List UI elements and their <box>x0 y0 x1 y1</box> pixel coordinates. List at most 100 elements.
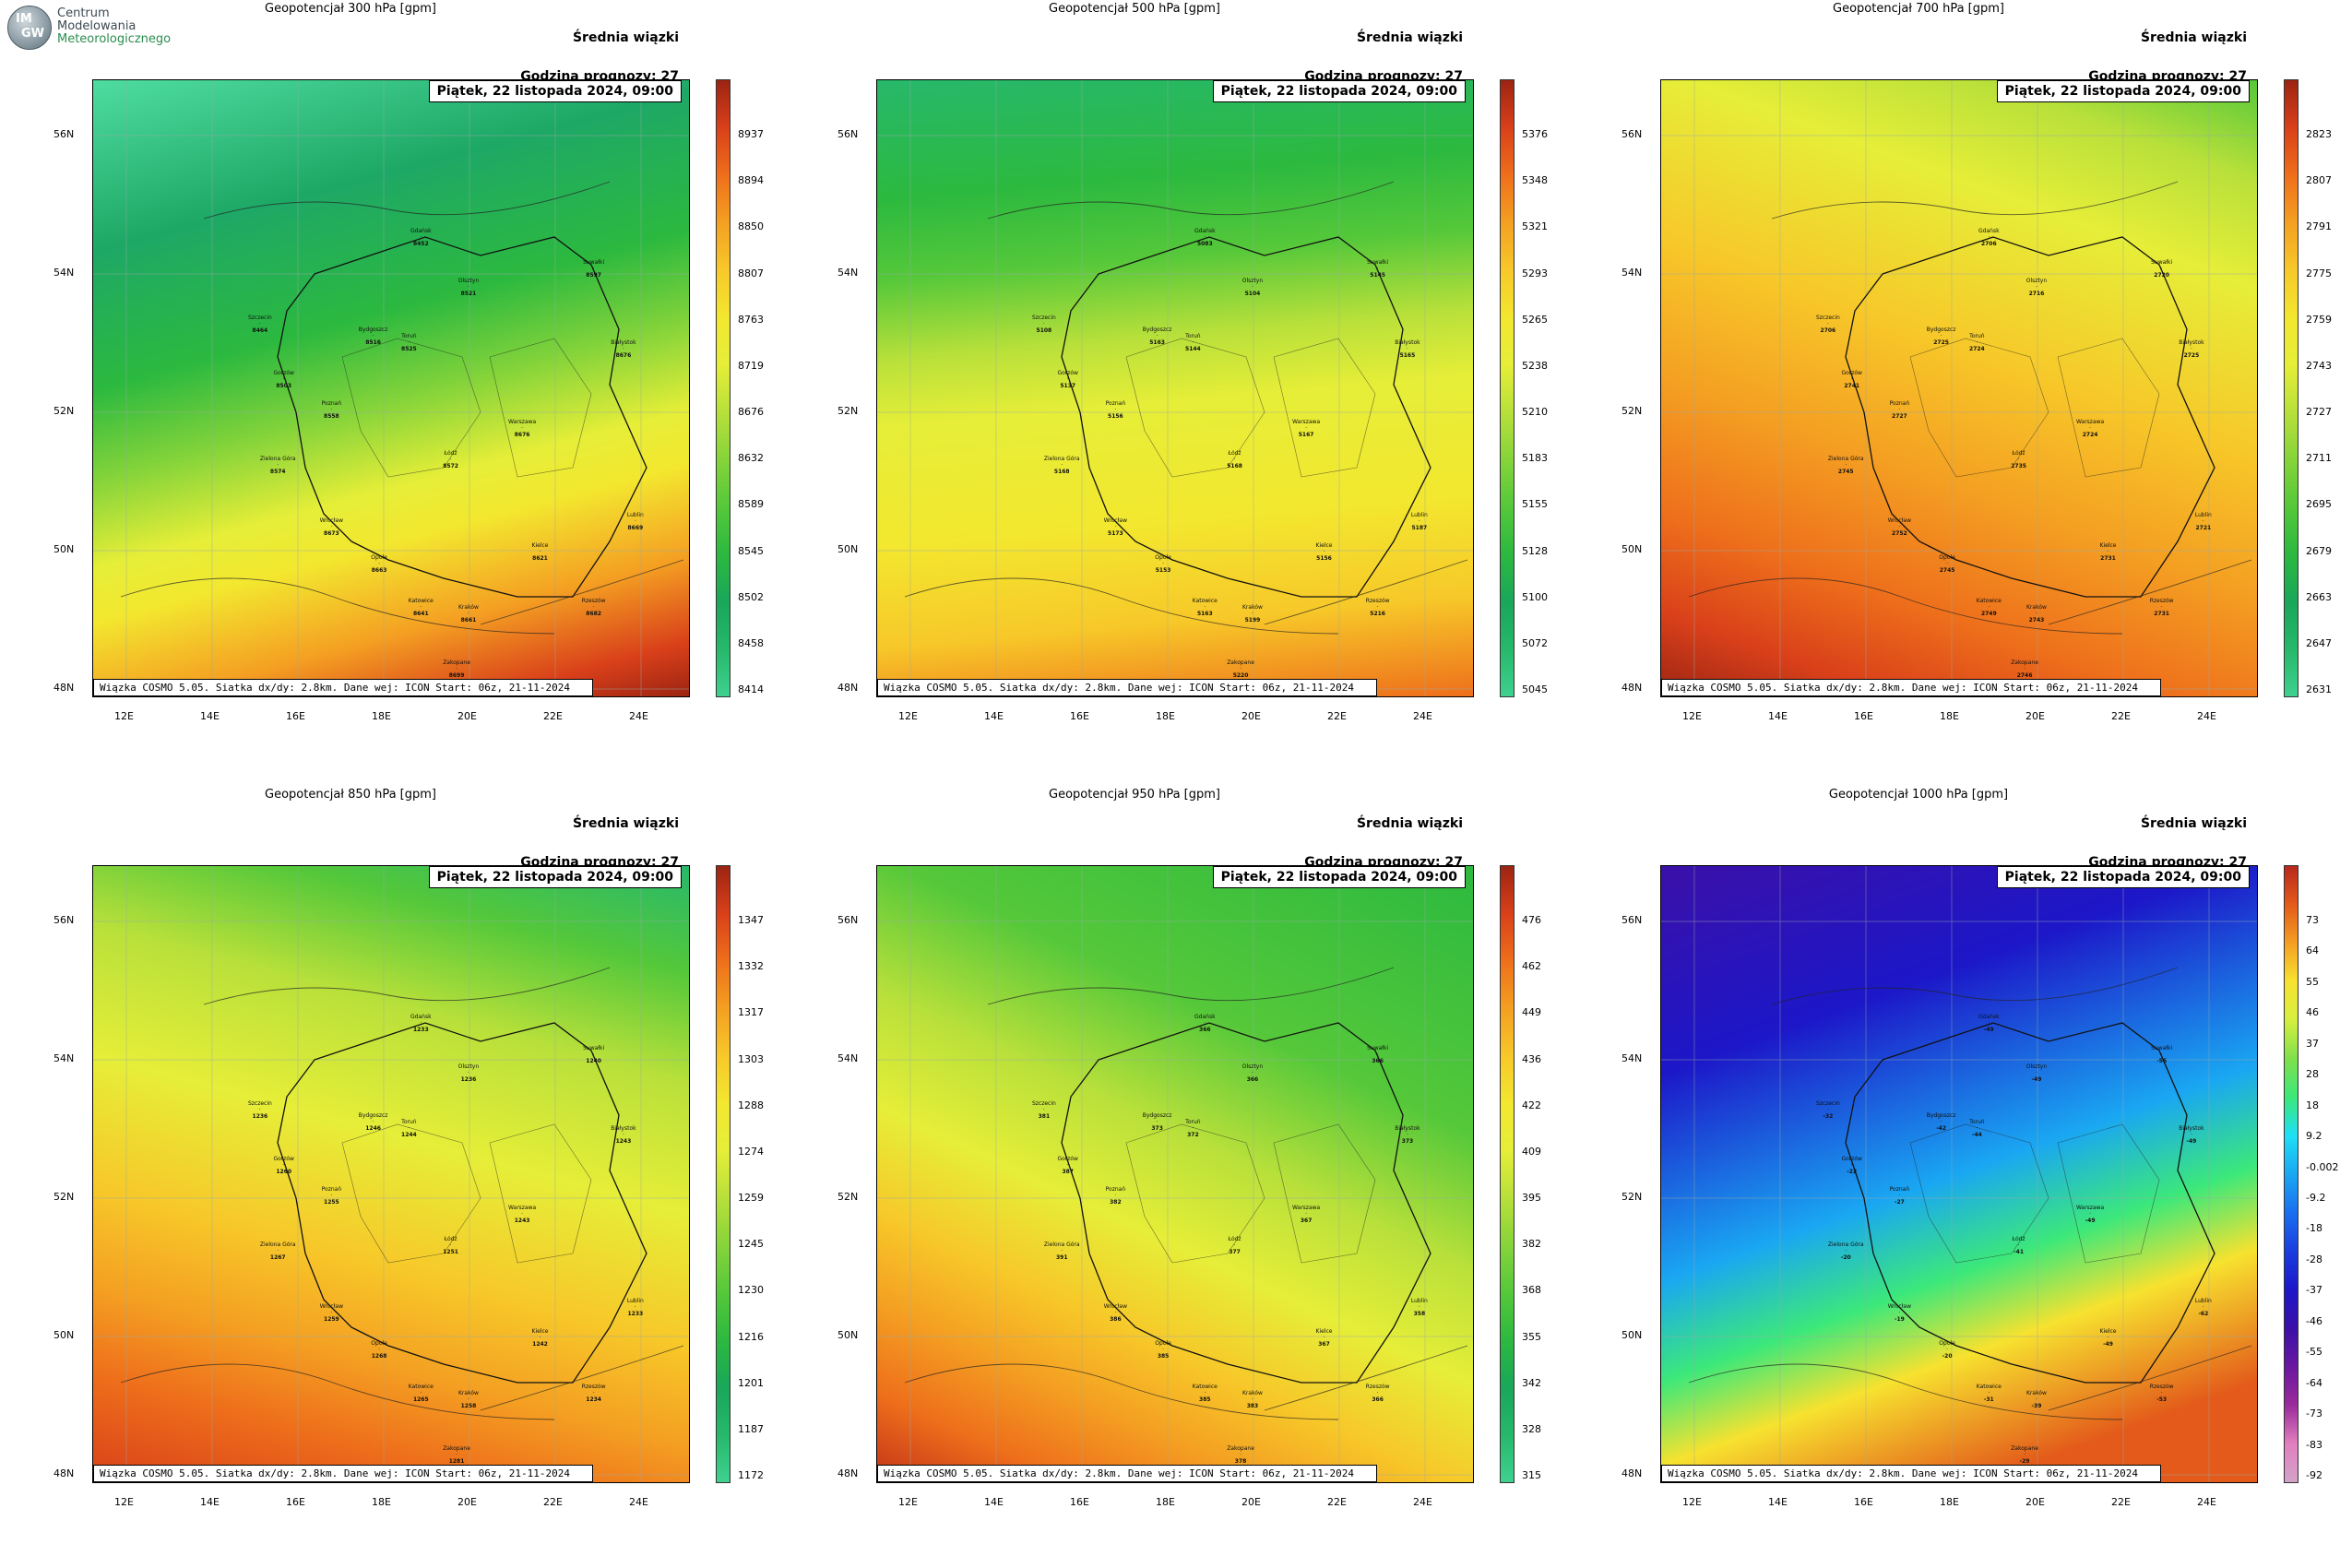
city-name: Katowice <box>1192 1384 1218 1391</box>
city-name: Toruń <box>1185 1118 1201 1125</box>
city-dot: · <box>1826 1106 1829 1113</box>
city-dot: · <box>2190 1131 2192 1138</box>
city-dot: · <box>1376 604 1379 612</box>
colorbar <box>1500 79 1515 697</box>
lat-label: 54N <box>837 1052 859 1064</box>
city-marker: Toruń · 8525 <box>390 333 427 352</box>
city-marker: Poznań · 382 <box>1097 1186 1134 1206</box>
colorbar-tick: 8545 <box>738 544 764 557</box>
city-name: Warszawa <box>507 1205 537 1212</box>
city-dot: · <box>1845 1248 1847 1255</box>
imgw-logo-icon: IM GW <box>7 6 52 50</box>
city-marker: Kraków · -39 <box>2018 1390 2055 1409</box>
city-value: 391 <box>1055 1254 1068 1262</box>
panel-title: Geopotencjał 700 hPa [gpm] <box>1833 2 2004 16</box>
city-dot: · <box>1114 524 1117 531</box>
city-name: Opole <box>1939 1340 1955 1348</box>
city-dot: · <box>1114 1310 1117 1317</box>
city-value: 2731 <box>2100 555 2116 562</box>
lon-label: 18E <box>372 1496 391 1508</box>
map-field: Piątek, 22 listopada 2024, 09:00 Wiązka … <box>1660 79 2258 697</box>
city-name: Łódź <box>2012 449 2025 457</box>
colorbar-tick: 5321 <box>1522 220 1548 233</box>
panel-title: Geopotencjał 950 hPa [gpm] <box>1049 788 1220 802</box>
lon-label: 24E <box>1413 1496 1432 1508</box>
colorbar-tick: 37 <box>2306 1037 2319 1050</box>
city-name: Bydgoszcz <box>1142 1112 1172 1120</box>
city-marker: Zakopane · 5220 <box>1222 659 1259 679</box>
city-name: Olsztyn <box>2025 1063 2048 1070</box>
lon-label: 16E <box>1854 710 1873 722</box>
colorbar-tick: 8676 <box>738 406 764 418</box>
city-name: Suwałki <box>1367 258 1389 266</box>
city-marker: Rzeszów · 5216 <box>1360 598 1396 617</box>
city-value: 5137 <box>1060 382 1076 389</box>
ensemble-label: Średnia wiązki <box>2140 30 2247 45</box>
city-dot: · <box>468 283 469 291</box>
city-marker: Warszawa · 367 <box>1288 1205 1324 1224</box>
map-panel: Geopotencjał 850 hPa [gpm] Średnia wiązki… <box>0 786 764 1542</box>
city-marker: Warszawa · 1243 <box>504 1205 540 1224</box>
map-panel: Geopotencjał 950 hPa [gpm] Średnia wiązki… <box>784 786 1541 1542</box>
lon-label: 12E <box>1682 1496 1702 1508</box>
city-name: Gorzów <box>273 1155 294 1162</box>
city-marker: Zielona Góra · 1267 <box>259 1241 296 1261</box>
ensemble-label: Średnia wiązki <box>572 30 679 45</box>
city-name: Toruń <box>401 1118 417 1125</box>
city-value: 5168 <box>1227 462 1242 469</box>
city-dot: · <box>2024 1451 2025 1458</box>
city-value: -20 <box>1942 1353 1953 1360</box>
city-name: Olsztyn <box>457 277 480 284</box>
lat-label: 52N <box>837 405 859 417</box>
city-marker: Gorzów · 1260 <box>266 1156 303 1175</box>
model-run-info: Wiązka COSMO 5.05. Siatka dx/dy: 2.8km. … <box>93 1465 593 1482</box>
lon-label: 20E <box>1241 1496 1261 1508</box>
city-name: Gdańsk <box>410 228 432 235</box>
colorbar-tick: 315 <box>1522 1469 1541 1481</box>
city-value: 1255 <box>324 1199 339 1206</box>
colorbar <box>2284 865 2299 1483</box>
city-value: 2725 <box>2183 351 2200 359</box>
map-overlay <box>93 80 689 696</box>
city-dot: · <box>592 1051 595 1058</box>
city-dot: · <box>1898 1193 1901 1200</box>
lat-label: 52N <box>53 1191 75 1203</box>
city-name: Kraków <box>1242 1389 1263 1396</box>
lat-label: 50N <box>837 543 859 555</box>
city-dot: · <box>2160 1051 2163 1058</box>
lat-label: 50N <box>53 543 75 555</box>
logo-line-1: Centrum <box>57 6 110 20</box>
colorbar-tick: 368 <box>1522 1284 1541 1297</box>
lat-label: 56N <box>837 914 859 926</box>
city-marker: Katowice · 5163 <box>1186 598 1223 617</box>
lon-label: 18E <box>1940 710 1959 722</box>
voivodeship-borders <box>1909 338 2160 478</box>
city-marker: Suwałki · 8597 <box>576 259 612 279</box>
city-name: Wrocław <box>319 517 344 525</box>
city-marker: Toruń · 1244 <box>390 1119 427 1138</box>
city-dot: · <box>2089 425 2092 433</box>
city-dot: · <box>539 1335 541 1341</box>
colorbar-tick: 8763 <box>738 313 764 326</box>
city-value: 5083 <box>1196 241 1213 248</box>
city-name: Szczecin <box>1815 1099 1840 1107</box>
city-marker: Opole · 8663 <box>361 554 398 574</box>
city-dot: · <box>592 265 595 272</box>
city-value: 2745 <box>1837 469 1854 476</box>
city-value: 1268 <box>371 1353 387 1360</box>
city-name: Rzeszów <box>581 598 606 605</box>
city-marker: Gdańsk · 366 <box>1186 1014 1223 1033</box>
city-name: Warszawa <box>2075 1205 2105 1212</box>
city-marker: Poznań · -27 <box>1881 1186 1918 1206</box>
city-name: Zakopane <box>1227 1444 1254 1452</box>
city-marker: Wrocław · 8673 <box>313 517 350 537</box>
lat-label: 52N <box>837 1191 859 1203</box>
model-run-info: Wiązka COSMO 5.05. Siatka dx/dy: 2.8km. … <box>877 1465 1377 1482</box>
city-dot: · <box>1376 1390 1379 1397</box>
city-dot: · <box>1192 339 1194 346</box>
city-value: 8669 <box>627 524 644 531</box>
colorbar-tick: 8894 <box>738 174 764 187</box>
city-marker: Katowice · 2749 <box>1970 598 2007 617</box>
lon-label: 16E <box>286 710 305 722</box>
colorbar-tick: 462 <box>1522 960 1541 973</box>
